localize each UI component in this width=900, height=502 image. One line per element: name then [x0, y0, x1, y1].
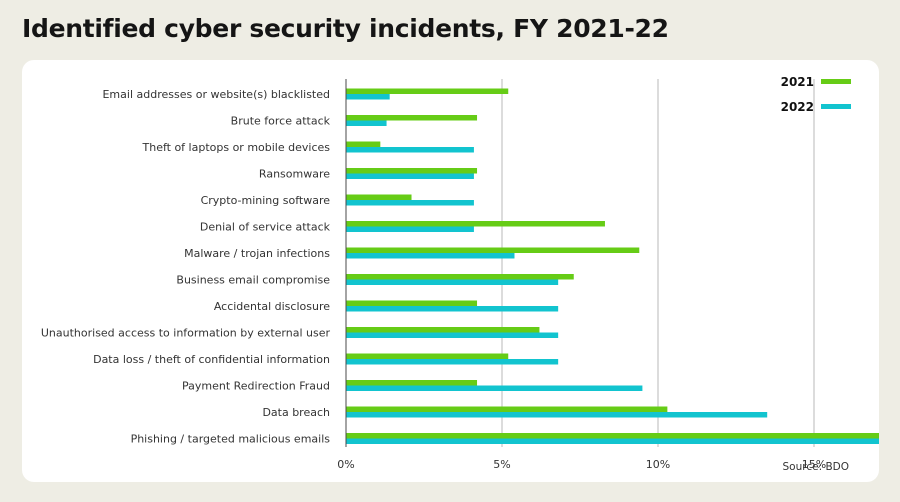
category-label: Data loss / theft of confidential inform… [93, 353, 330, 366]
category-label: Data breach [262, 406, 330, 419]
bar-2021 [346, 406, 668, 412]
category-label: Accidental disclosure [214, 300, 330, 313]
x-tick-label: 5% [493, 458, 510, 471]
bar-2022 [346, 120, 387, 126]
category-label: Phishing / targeted malicious emails [131, 433, 331, 446]
category-label: Malware / trojan infections [184, 247, 330, 260]
bar-2021 [346, 247, 640, 253]
x-tick-label: 10% [646, 458, 670, 471]
category-label: Brute force attack [231, 115, 331, 128]
bar-2021 [346, 433, 879, 439]
category-label: Crypto-mining software [201, 194, 331, 207]
x-tick-labels: 0%5%10%15%20%25% [337, 458, 826, 471]
bar-2021 [346, 380, 478, 386]
x-tick-label: 15% [802, 458, 826, 471]
category-label: Ransomware [259, 168, 330, 181]
chart-title: Identified cyber security incidents, FY … [22, 14, 669, 43]
legend-swatch-2021 [821, 79, 851, 84]
bar-2022 [346, 412, 768, 418]
bar-2022 [346, 173, 474, 179]
source-note: Source: BDO [783, 461, 850, 473]
bar-2021 [346, 194, 412, 200]
bar-2021 [346, 115, 478, 121]
category-label: Business email compromise [176, 274, 330, 287]
bar-2022 [346, 359, 559, 365]
legend-label-2021: 2021 [781, 75, 814, 89]
bars [346, 88, 879, 444]
bar-2022 [346, 332, 559, 338]
category-label: Theft of laptops or mobile devices [142, 141, 331, 154]
category-label: Denial of service attack [200, 221, 331, 234]
bar-2022 [346, 306, 559, 312]
bar-2021 [346, 327, 540, 333]
bar-2021 [346, 353, 509, 359]
chart-card: Email addresses or website(s) blackliste… [22, 60, 879, 482]
legend-swatch-2022 [821, 104, 851, 109]
x-tick-label: 0% [337, 458, 354, 471]
bar-2021 [346, 168, 478, 174]
legend: 2021 2022 [781, 75, 851, 114]
bar-2022 [346, 94, 390, 100]
bar-2022 [346, 147, 474, 153]
category-label: Unauthorised access to information by ex… [41, 327, 331, 340]
bar-2022 [346, 226, 474, 232]
category-label: Email addresses or website(s) blackliste… [102, 88, 330, 101]
category-labels: Email addresses or website(s) blackliste… [41, 88, 331, 446]
category-label: Payment Redirection Fraud [182, 380, 330, 393]
bar-2022 [346, 279, 559, 285]
bar-2021 [346, 300, 478, 306]
bar-2021 [346, 274, 574, 280]
gridlines [501, 79, 815, 447]
bar-2022 [346, 385, 643, 391]
bar-2021 [346, 221, 605, 227]
bar-2021 [346, 141, 381, 147]
legend-label-2022: 2022 [781, 100, 814, 114]
bar-2022 [346, 438, 879, 444]
bar-2022 [346, 200, 474, 206]
bar-2021 [346, 88, 509, 94]
bar-chart: Email addresses or website(s) blackliste… [41, 75, 879, 473]
bar-2022 [346, 253, 515, 259]
